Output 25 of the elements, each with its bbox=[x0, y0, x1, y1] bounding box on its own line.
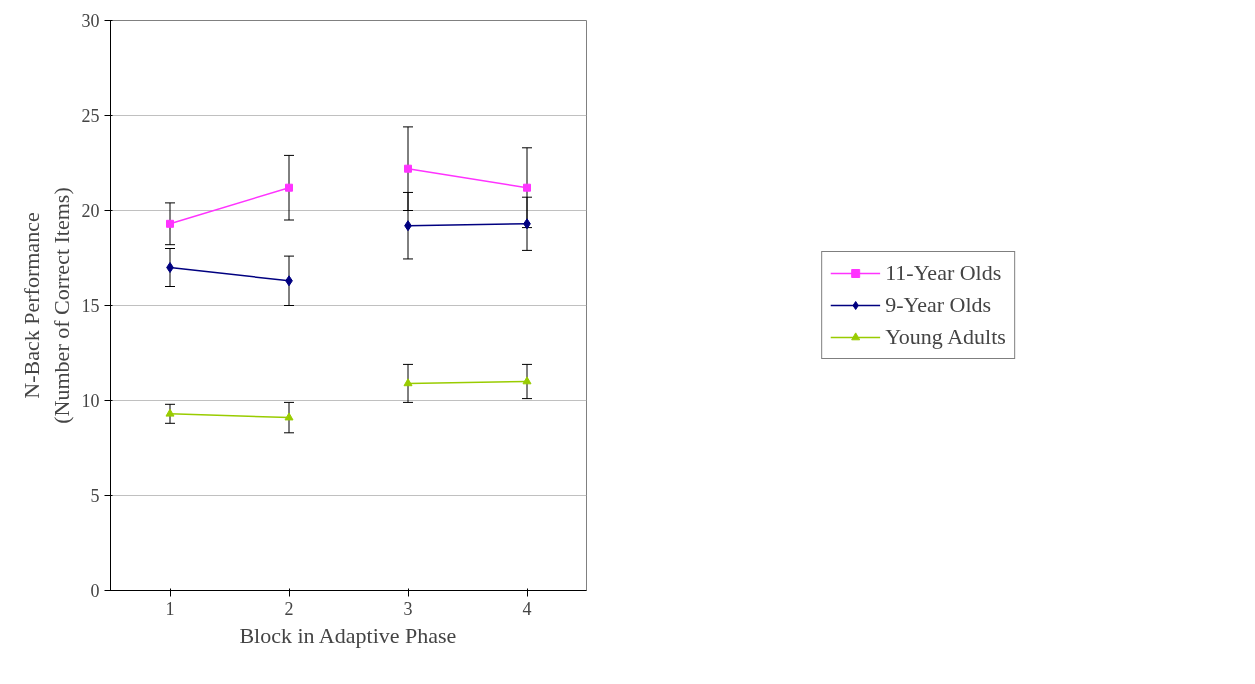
legend-label: 11-Year Olds bbox=[885, 260, 1002, 286]
y-axis-title: N-Back Performance (Number of Correct Items) bbox=[18, 187, 74, 424]
point bbox=[403, 378, 413, 387]
legend-label: 9-Year Olds bbox=[885, 292, 992, 318]
x-tick-label: 1 bbox=[165, 598, 175, 619]
x-tick-label: 2 bbox=[284, 598, 294, 619]
x-tick-label: 3 bbox=[403, 598, 413, 619]
point bbox=[165, 408, 175, 417]
y-tick-label: 15 bbox=[81, 296, 100, 316]
y-tick-label: 25 bbox=[81, 106, 100, 126]
point bbox=[166, 262, 174, 273]
x-axis-title: Block in Adaptive Phase bbox=[239, 622, 457, 648]
point bbox=[284, 412, 294, 421]
point bbox=[522, 376, 532, 385]
point bbox=[404, 164, 412, 173]
y-tick-label: 20 bbox=[81, 201, 100, 221]
point bbox=[523, 183, 531, 192]
y-tick-label: 5 bbox=[90, 486, 100, 506]
x-tick-label: 4 bbox=[522, 598, 532, 619]
y-tick-label: 10 bbox=[81, 391, 100, 411]
y-tick-label: 30 bbox=[81, 11, 100, 31]
point bbox=[166, 219, 174, 228]
legend-label: Young Adults bbox=[885, 324, 1006, 350]
point bbox=[285, 183, 293, 192]
y-tick-label: 0 bbox=[90, 581, 100, 601]
